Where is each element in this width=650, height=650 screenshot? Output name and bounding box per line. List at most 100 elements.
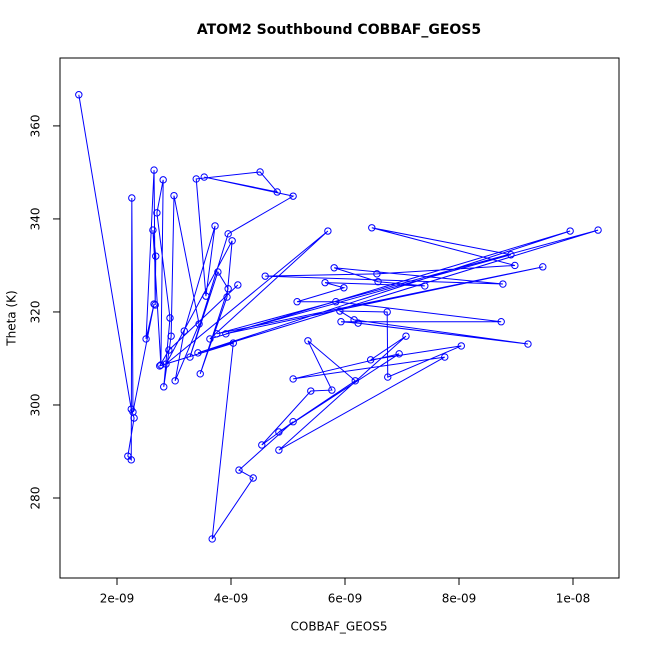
y-tick-label: 360 <box>29 114 43 137</box>
data-point <box>160 383 168 391</box>
x-tick-label: 8e-09 <box>442 592 477 606</box>
data-point <box>337 318 345 326</box>
data-point <box>229 339 237 347</box>
data-point <box>383 308 391 316</box>
data-point <box>566 227 574 235</box>
x-axis-label: COBBAF_GEOS5 <box>291 620 388 634</box>
data-point <box>307 387 315 395</box>
chart-title: ATOM2 Southbound COBBAF_GEOS5 <box>197 22 481 38</box>
data-point <box>275 428 283 436</box>
data-point <box>340 284 348 292</box>
data-point <box>200 173 208 181</box>
data-point <box>373 270 381 278</box>
data-point <box>195 320 203 328</box>
data-point <box>157 361 165 369</box>
data-point <box>128 194 136 202</box>
data-point <box>223 293 231 301</box>
data-point <box>151 301 159 309</box>
data-point <box>150 300 158 308</box>
y-tick-label: 320 <box>29 301 43 324</box>
data-point <box>384 373 392 381</box>
data-point <box>368 224 376 232</box>
data-point <box>186 353 194 361</box>
y-axis-label: Theta (K) <box>5 290 19 346</box>
data-point <box>149 226 157 234</box>
data-point <box>511 261 519 270</box>
data-point <box>206 335 214 343</box>
data-point <box>441 353 449 361</box>
data-point <box>75 91 83 99</box>
data-point <box>156 362 164 370</box>
data-point <box>289 418 297 426</box>
data-point <box>395 350 403 358</box>
data-point <box>127 456 135 464</box>
data-point <box>304 337 312 345</box>
y-tick-label: 300 <box>29 394 43 417</box>
data-point <box>402 332 410 340</box>
data-point <box>539 263 547 271</box>
data-point <box>421 282 429 290</box>
data-point <box>258 441 266 449</box>
data-point <box>170 191 178 200</box>
data-point <box>153 209 161 217</box>
data-point <box>228 237 236 245</box>
data-point <box>192 175 200 183</box>
data-point <box>457 342 465 350</box>
data-point <box>171 377 179 385</box>
y-tick-label: 340 <box>29 207 43 230</box>
data-point <box>261 272 269 280</box>
data-point <box>202 292 210 300</box>
data-point <box>194 349 202 357</box>
data-point <box>289 375 297 383</box>
data-point <box>374 278 382 286</box>
data-point <box>256 168 264 176</box>
data-point <box>152 252 160 260</box>
data-point <box>275 446 283 454</box>
data-point <box>249 474 257 482</box>
data-point <box>273 188 281 196</box>
data-point <box>289 192 297 200</box>
data-point <box>142 335 150 343</box>
data-point <box>366 356 375 364</box>
x-tick-label: 2e-09 <box>100 592 135 606</box>
data-point <box>321 278 329 287</box>
data-point <box>211 222 219 230</box>
data-point <box>234 281 242 289</box>
data-point <box>499 280 507 288</box>
data-point <box>330 264 338 272</box>
data-point <box>328 386 336 394</box>
data-point <box>162 360 170 368</box>
data-point <box>332 298 340 306</box>
data-line <box>78 94 599 540</box>
data-point <box>129 408 137 416</box>
data-point <box>336 307 344 315</box>
data-point <box>214 268 222 276</box>
data-point <box>350 316 358 324</box>
data-point <box>213 330 221 338</box>
plot-frame <box>59 57 620 579</box>
data-point <box>351 377 359 385</box>
data-point <box>208 535 216 543</box>
x-tick-label: 1e-08 <box>556 592 591 606</box>
data-point <box>222 330 230 338</box>
data-point <box>167 332 175 340</box>
data-point <box>180 327 188 335</box>
data-point <box>196 370 204 378</box>
data-point <box>165 346 173 354</box>
data-point <box>293 298 301 306</box>
data-point <box>235 466 243 474</box>
data-point <box>150 166 158 174</box>
data-point <box>594 226 602 234</box>
data-point <box>130 414 138 422</box>
data-point <box>224 284 232 293</box>
x-tick-label: 6e-09 <box>328 592 363 606</box>
x-tick-label: 4e-09 <box>214 592 249 606</box>
data-point <box>497 318 505 326</box>
data-point <box>524 340 532 348</box>
data-point <box>324 227 332 235</box>
data-point <box>224 230 232 238</box>
data-point <box>507 251 515 259</box>
